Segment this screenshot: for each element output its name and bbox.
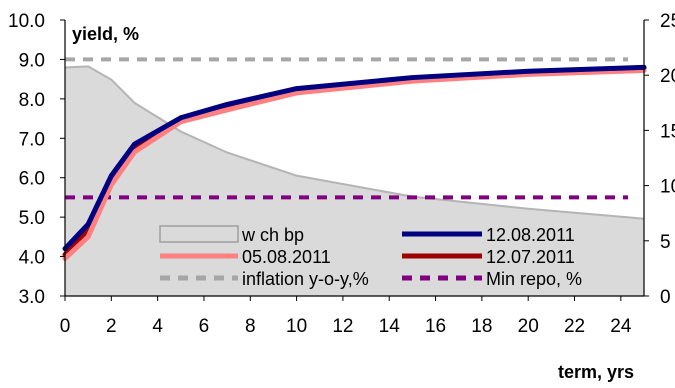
legend: w ch bp 05.08.2011 inflation y-o-y,% 12.… xyxy=(159,225,582,289)
y-tick-label: 5.0 xyxy=(19,208,45,229)
legend-swatch-w-ch-bp xyxy=(159,225,239,243)
y2-tick-label: 20 xyxy=(660,66,675,87)
reference-lines xyxy=(65,57,628,200)
line-05-08-2011 xyxy=(62,67,647,262)
y-tick-label: 8.0 xyxy=(19,90,45,111)
legend-item-min-repo: Min repo, % xyxy=(402,269,582,289)
legend-label-12-08-2011: 12.08.2011 xyxy=(486,225,575,245)
x-tick-label: 8 xyxy=(245,316,256,337)
legend-item-12-08-2011: 12.08.2011 xyxy=(402,225,575,245)
legend-item-12-07-2011: 12.07.2011 xyxy=(402,247,575,267)
series-lines xyxy=(62,64,647,262)
legend-item-inflation: inflation y-o-y,% xyxy=(160,269,369,289)
line-12-08-2011 xyxy=(62,64,647,252)
x-tick-label: 12 xyxy=(332,316,353,337)
x-tick-label: 24 xyxy=(610,316,632,337)
x-tick-label: 10 xyxy=(286,316,307,337)
y2-tick-label: 0 xyxy=(660,287,671,308)
y2-tick-label: 25 xyxy=(660,11,675,32)
x-tick-label: 6 xyxy=(199,316,210,337)
tick-labels: 3.04.05.06.07.08.09.010.0051015202502468… xyxy=(8,11,675,337)
x-tick-label: 0 xyxy=(60,316,71,337)
legend-label-w-ch-bp: w ch bp xyxy=(241,225,304,245)
y-tick-label: 4.0 xyxy=(19,248,45,269)
x-tick-label: 16 xyxy=(425,316,446,337)
x-tick-label: 22 xyxy=(564,316,585,337)
axes xyxy=(60,19,649,301)
legend-label-min-repo: Min repo, % xyxy=(486,269,582,289)
legend-label-inflation: inflation y-o-y,% xyxy=(242,269,369,289)
y-tick-label: 6.0 xyxy=(19,169,45,190)
y2-tick-label: 15 xyxy=(660,121,675,142)
x-tick-label: 4 xyxy=(152,316,163,337)
legend-label-05-08-2011: 05.08.2011 xyxy=(242,247,331,267)
legend-label-12-07-2011: 12.07.2011 xyxy=(486,247,575,267)
x-tick-label: 14 xyxy=(379,316,401,337)
y2-tick-label: 10 xyxy=(660,177,675,198)
y-axis-title: yield, % xyxy=(72,24,139,44)
y-tick-label: 10.0 xyxy=(8,11,45,32)
x-tick-label: 20 xyxy=(518,316,539,337)
legend-item-05-08-2011: 05.08.2011 xyxy=(160,247,331,267)
x-axis-title: term, yrs xyxy=(558,362,634,382)
x-tick-label: 18 xyxy=(471,316,492,337)
y-tick-label: 7.0 xyxy=(19,129,45,150)
y-tick-label: 9.0 xyxy=(19,50,45,71)
y-tick-label: 3.0 xyxy=(19,287,45,308)
x-tick-label: 2 xyxy=(106,316,117,337)
legend-item-w-ch-bp: w ch bp xyxy=(159,225,304,245)
area-edge-w-ch-bp xyxy=(64,65,645,220)
y2-tick-label: 5 xyxy=(660,232,671,253)
